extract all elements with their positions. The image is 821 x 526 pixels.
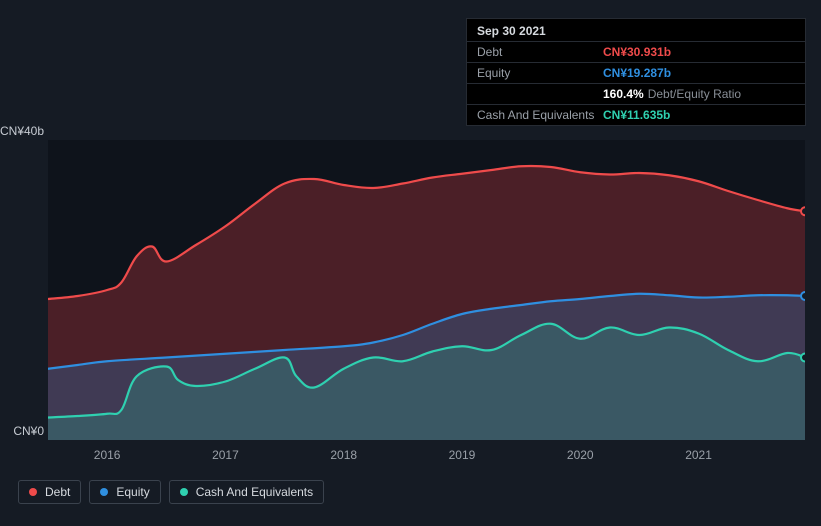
series-end-marker (801, 354, 805, 362)
x-axis-tick: 2020 (567, 448, 594, 462)
series-end-marker (801, 292, 805, 300)
chart-svg (48, 140, 805, 440)
legend-dot-icon (100, 488, 108, 496)
legend-item-debt[interactable]: Debt (18, 480, 81, 504)
legend-dot-icon (180, 488, 188, 496)
y-axis-max-label: CN¥40b (0, 124, 44, 138)
chart-legend: Debt Equity Cash And Equivalents (18, 480, 324, 504)
x-axis-ticks: 2016 2017 2018 2019 2020 2021 (48, 448, 805, 464)
tooltip-row-label: Cash And Equivalents (477, 108, 603, 122)
x-axis-tick: 2018 (330, 448, 357, 462)
tooltip-row-value: CN¥19.287b (603, 66, 671, 80)
legend-item-label: Cash And Equivalents (196, 485, 313, 499)
tooltip-row-extra: Debt/Equity Ratio (648, 87, 741, 101)
x-axis-tick: 2017 (212, 448, 239, 462)
chart-tooltip: Sep 30 2021 DebtCN¥30.931bEquityCN¥19.28… (466, 18, 806, 126)
legend-item-cash-and-equivalents[interactable]: Cash And Equivalents (169, 480, 324, 504)
x-axis-tick: 2021 (685, 448, 712, 462)
tooltip-row-value: CN¥11.635b (603, 108, 670, 122)
tooltip-row-label: Equity (477, 66, 603, 80)
tooltip-date: Sep 30 2021 (467, 19, 805, 41)
tooltip-row: DebtCN¥30.931b (467, 41, 805, 62)
tooltip-row: EquityCN¥19.287b (467, 62, 805, 83)
chart-plot-area[interactable] (48, 140, 805, 440)
tooltip-row-value: CN¥30.931b (603, 45, 671, 59)
tooltip-row-value: 160.4% (603, 87, 644, 101)
tooltip-row-label (477, 87, 603, 101)
legend-item-label: Debt (45, 485, 70, 499)
tooltip-row-label: Debt (477, 45, 603, 59)
root: Sep 30 2021 DebtCN¥30.931bEquityCN¥19.28… (0, 0, 821, 526)
series-end-marker (801, 207, 805, 215)
tooltip-row: 160.4% Debt/Equity Ratio (467, 83, 805, 104)
legend-item-equity[interactable]: Equity (89, 480, 160, 504)
tooltip-row: Cash And EquivalentsCN¥11.635b (467, 104, 805, 125)
x-axis-tick: 2019 (449, 448, 476, 462)
legend-item-label: Equity (116, 485, 149, 499)
x-axis-tick: 2016 (94, 448, 121, 462)
y-axis-min-label: CN¥0 (0, 424, 44, 438)
legend-dot-icon (29, 488, 37, 496)
